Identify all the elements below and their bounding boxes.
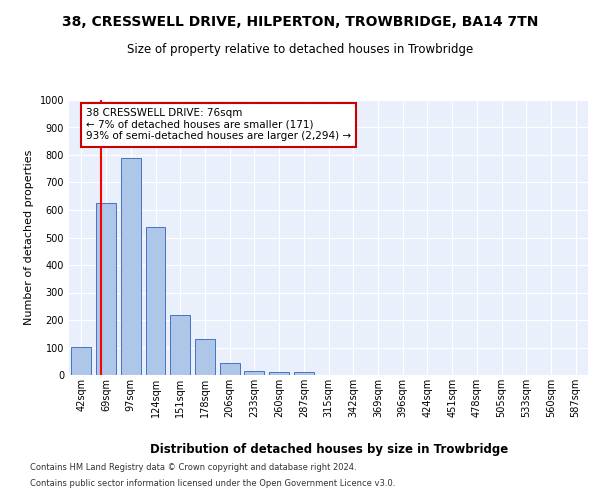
Bar [269,372,289,375]
Bar [195,339,215,375]
Bar [294,372,314,375]
Bar [170,314,190,375]
Text: 38 CRESSWELL DRIVE: 76sqm
← 7% of detached houses are smaller (171)
93% of semi-: 38 CRESSWELL DRIVE: 76sqm ← 7% of detach… [86,108,351,142]
Text: Distribution of detached houses by size in Trowbridge: Distribution of detached houses by size … [149,442,508,456]
Y-axis label: Number of detached properties: Number of detached properties [24,150,34,325]
Text: 38, CRESSWELL DRIVE, HILPERTON, TROWBRIDGE, BA14 7TN: 38, CRESSWELL DRIVE, HILPERTON, TROWBRID… [62,15,538,29]
Text: Size of property relative to detached houses in Trowbridge: Size of property relative to detached ho… [127,42,473,56]
Text: Contains public sector information licensed under the Open Government Licence v3: Contains public sector information licen… [30,478,395,488]
Bar [244,371,264,375]
Bar [121,158,140,375]
Bar [146,226,166,375]
Bar [96,203,116,375]
Bar [220,364,239,375]
Bar [71,347,91,375]
Text: Contains HM Land Registry data © Crown copyright and database right 2024.: Contains HM Land Registry data © Crown c… [30,464,356,472]
